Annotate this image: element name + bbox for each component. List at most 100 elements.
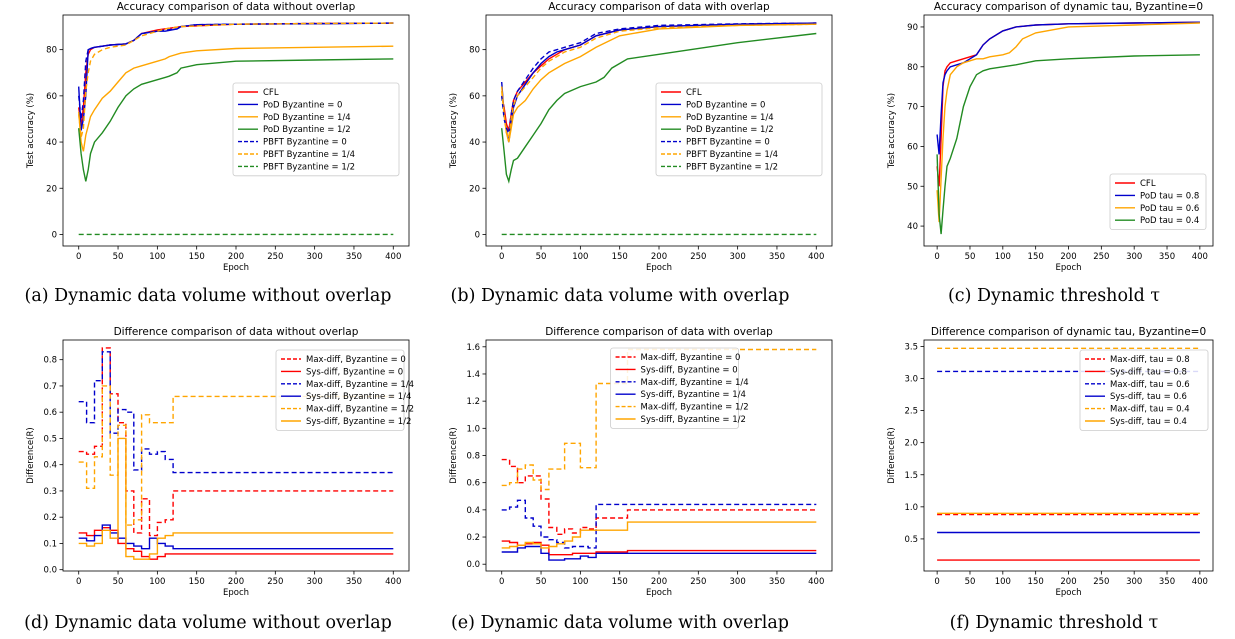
x-tick-label: 300 (1126, 252, 1142, 262)
y-axis-label: Difference(R) (449, 427, 459, 483)
legend: CFL PoD Byzantine = 0 PoD Byzantine = 1/4 P… (232, 82, 400, 177)
series-line-5 (78, 22, 394, 119)
series-line-4 (501, 32, 817, 184)
series-group (78, 347, 394, 560)
legend-label: PoD Byzantine = 1/4 (263, 113, 351, 123)
series-group (501, 22, 817, 236)
figure-caption: (c) Dynamic threshold τ (948, 286, 1160, 306)
y-tick-label: 50 (907, 182, 918, 192)
y-tick-label: 1.0 (466, 424, 480, 434)
figure-caption: (a) Dynamic data volume without overlap (25, 286, 392, 306)
chart-1: Accuracy comparison of data without over… (25, 1, 410, 306)
y-tick-label: 0.1 (43, 539, 57, 549)
series-line-6 (501, 521, 817, 549)
y-tick-label: 0.0 (466, 560, 480, 570)
legend-box (655, 82, 823, 177)
legend-label: Max-diff, Byzantine = 0 (306, 355, 406, 365)
series-line-4 (78, 524, 394, 550)
y-tick-label: 0.5 (43, 434, 57, 444)
chart-3: Accuracy comparison of dynamic tau, Byza… (887, 1, 1214, 306)
y-tick-label: 80 (46, 46, 57, 56)
y-tick-label: 70 (907, 103, 918, 113)
legend-label: Sys-diff, tau = 0.6 (1110, 392, 1187, 402)
series-line-6 (78, 437, 394, 560)
chart-title: Difference comparison of data without ov… (114, 326, 359, 338)
x-tick-label: 150 (612, 577, 628, 587)
series-group (936, 21, 1200, 235)
y-tick-label: 0.2 (43, 513, 57, 523)
legend-label: Sys-diff, tau = 0.4 (1110, 417, 1187, 427)
series-line-3 (501, 23, 817, 143)
legend-label: PoD tau = 0.6 (1140, 204, 1199, 214)
chart-title: Difference comparison of dynamic tau, By… (931, 326, 1206, 338)
legend-label: PoD Byzantine = 0 (263, 100, 342, 110)
x-tick-label: 50 (113, 577, 124, 587)
series-line-3 (936, 22, 1200, 223)
legend-label: PoD Byzantine = 1/2 (263, 125, 351, 135)
y-tick-label: 0.6 (43, 408, 57, 418)
x-tick-label: 100 (149, 252, 165, 262)
figure-caption: (f) Dynamic threshold τ (950, 613, 1159, 633)
x-tick-label: 50 (113, 252, 124, 262)
legend-label: Max-diff, Byzantine = 1/2 (306, 405, 414, 415)
series-line-2 (936, 21, 1200, 155)
chart-5: Difference comparison of data with overl… (449, 326, 833, 633)
x-tick-label: 200 (651, 577, 667, 587)
y-tick-label: 40 (469, 138, 480, 148)
y-tick-label: 80 (907, 63, 918, 73)
y-tick-label: 80 (469, 46, 480, 56)
x-tick-label: 400 (385, 577, 401, 587)
legend-label: PoD tau = 0.8 (1140, 191, 1199, 201)
y-tick-label: 0.8 (43, 356, 57, 366)
series-line-5 (501, 22, 817, 136)
y-axis-label: Test accuracy (%) (887, 93, 897, 169)
legend: Max-diff, Byzantine = 0 Sys-diff, Byzanti… (610, 347, 749, 429)
x-tick-label: 350 (769, 252, 785, 262)
y-tick-label: 40 (46, 138, 57, 148)
legend-box (610, 347, 739, 429)
x-tick-label: 350 (346, 252, 362, 262)
legend-label: Sys-diff, Byzantine = 1/4 (306, 392, 411, 402)
x-tick-label: 200 (228, 577, 244, 587)
series-line-3 (78, 45, 394, 152)
x-tick-label: 300 (730, 577, 746, 587)
x-tick-label: 0 (934, 577, 939, 587)
x-tick-label: 100 (995, 577, 1011, 587)
y-tick-label: 1.6 (466, 343, 480, 353)
x-tick-label: 0 (76, 577, 81, 587)
chart-2: Accuracy comparison of data with overlap… (449, 1, 833, 306)
x-tick-label: 300 (307, 577, 323, 587)
legend-label: PoD Byzantine = 0 (686, 100, 765, 110)
x-tick-label: 50 (965, 252, 976, 262)
legend: Max-diff, tau = 0.8 Sys-diff, tau = 0.8 Ma… (1079, 349, 1209, 431)
y-tick-label: 0.4 (466, 506, 480, 516)
y-tick-label: 0 (52, 230, 57, 240)
chart-title: Accuracy comparison of dynamic tau, Byza… (934, 1, 1203, 13)
x-tick-label: 150 (1028, 577, 1044, 587)
x-axis-label: Epoch (1055, 588, 1081, 598)
legend-box (1109, 173, 1207, 230)
series-line-3 (501, 499, 817, 549)
x-tick-label: 150 (612, 252, 628, 262)
figure-caption: (e) Dynamic data volume with overlap (451, 613, 789, 633)
chart-title: Difference comparison of data with overl… (545, 326, 773, 338)
series-line-3 (78, 351, 394, 474)
y-tick-label: 20 (46, 184, 57, 194)
figure-caption: (b) Dynamic data volume with overlap (451, 286, 790, 306)
legend-label: Sys-diff, Byzantine = 1/2 (306, 417, 411, 427)
x-axis-label: Epoch (223, 588, 249, 598)
x-tick-label: 350 (1159, 252, 1175, 262)
series-line-1 (78, 347, 394, 537)
y-tick-label: 0.6 (466, 479, 480, 489)
y-tick-label: 40 (907, 222, 918, 232)
x-tick-label: 0 (499, 577, 504, 587)
legend-label: Max-diff, Byzantine = 0 (641, 353, 741, 363)
legend-label: PBFT Byzantine = 1/2 (686, 162, 778, 172)
legend-label: Sys-diff, Byzantine = 0 (641, 365, 738, 375)
x-tick-label: 200 (1060, 577, 1076, 587)
legend-label: Max-diff, tau = 0.6 (1110, 380, 1190, 390)
x-tick-label: 400 (808, 252, 824, 262)
y-tick-label: 90 (907, 23, 918, 33)
y-axis-label: Test accuracy (%) (449, 93, 459, 169)
legend-label: Max-diff, tau = 0.8 (1110, 355, 1190, 365)
